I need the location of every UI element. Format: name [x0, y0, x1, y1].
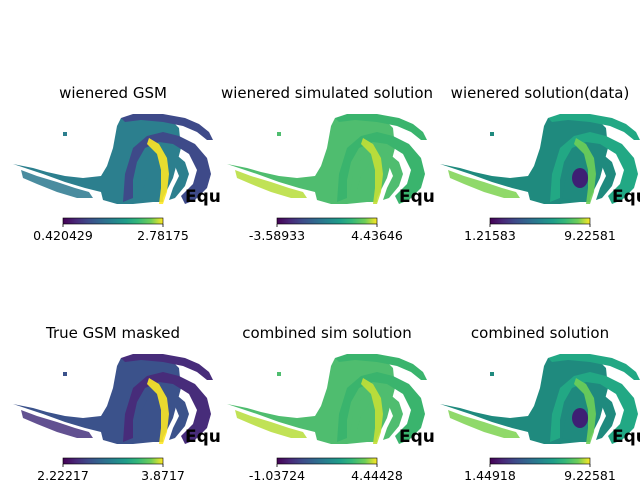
coordsys-label: Equ	[612, 427, 640, 447]
sky-region-inner-ring	[349, 152, 403, 200]
sky-region-top-arc	[335, 114, 427, 140]
colorbar	[489, 217, 591, 225]
colorbar	[276, 457, 378, 465]
colorbar	[62, 217, 164, 225]
panel-title: combined solution	[471, 324, 609, 342]
coordsys-label: Equ	[185, 187, 221, 207]
panel-title: wienered solution(data)	[451, 84, 630, 102]
sky-region-inner-ring	[135, 392, 189, 440]
sky-fragment	[277, 372, 281, 376]
sky-fragment	[277, 132, 281, 136]
sky-region-top-arc	[335, 354, 427, 380]
colorbar-min-label: -3.58933	[249, 228, 305, 243]
sky-region-ring	[550, 132, 638, 204]
low-value-spot	[572, 168, 588, 188]
colorbar-max-label: 2.78175	[137, 228, 189, 243]
sky-region-ring	[337, 132, 425, 204]
panel-2	[227, 114, 427, 204]
sky-region-ring	[123, 132, 211, 204]
coordsys-label: Equ	[399, 187, 435, 207]
sky-region-inner-ring	[562, 392, 616, 440]
colorbar	[276, 217, 378, 225]
galactic-plane-ridge	[147, 378, 169, 444]
panel-4	[13, 354, 213, 444]
sky-region-inner-ring	[349, 392, 403, 440]
panel-title: combined sim solution	[242, 324, 412, 342]
colorbar	[62, 457, 164, 465]
panel-title: wienered GSM	[59, 84, 167, 102]
panel-6	[440, 354, 640, 444]
sky-fragment	[490, 132, 494, 136]
sky-fragment	[63, 372, 67, 376]
coordsys-label: Equ	[612, 187, 640, 207]
panel-title: True GSM masked	[45, 324, 180, 342]
panel-5	[227, 354, 427, 444]
coordsys-label: Equ	[399, 427, 435, 447]
sky-region-tail	[448, 170, 520, 198]
sky-region-tail	[235, 170, 307, 198]
sky-region-ring	[337, 372, 425, 444]
sky-region-top-arc	[548, 114, 640, 140]
panel-3	[440, 114, 640, 204]
galactic-plane-ridge	[147, 138, 169, 204]
sky-region-inner-ring	[135, 152, 189, 200]
colorbar-min-label: 1.44918	[464, 468, 516, 480]
sky-region-tail	[448, 410, 520, 438]
sky-region-ring	[123, 372, 211, 444]
colorbar-max-label: 9.22581	[564, 228, 616, 243]
galactic-plane-ridge	[574, 138, 596, 204]
galactic-plane-ridge	[361, 138, 383, 204]
sky-region-tail	[21, 170, 93, 198]
sky-region-top-arc	[121, 114, 213, 140]
low-value-spot	[572, 408, 588, 428]
sky-fragment	[63, 132, 67, 136]
sky-region-top-arc	[121, 354, 213, 380]
coordsys-label: Equ	[185, 427, 221, 447]
colorbar-min-label: 2.22217	[37, 468, 89, 480]
colorbar-min-label: 1.21583	[464, 228, 516, 243]
sky-region-top-arc	[548, 354, 640, 380]
colorbar-max-label: 9.22581	[564, 468, 616, 480]
colorbar-min-label: -1.03724	[249, 468, 305, 480]
panel-title: wienered simulated solution	[221, 84, 433, 102]
sky-region-inner-ring	[562, 152, 616, 200]
colorbar-max-label: 3.8717	[141, 468, 185, 480]
panel-1	[13, 114, 213, 204]
galactic-plane-ridge	[574, 378, 596, 444]
sky-fragment	[490, 372, 494, 376]
galactic-plane-ridge	[361, 378, 383, 444]
sky-region-tail	[21, 410, 93, 438]
sky-region-tail	[235, 410, 307, 438]
sky-region-ring	[550, 372, 638, 444]
colorbar-max-label: 4.44428	[351, 468, 403, 480]
colorbar-max-label: 4.43646	[351, 228, 403, 243]
colorbar-min-label: 0.420429	[33, 228, 93, 243]
colorbar	[489, 457, 591, 465]
